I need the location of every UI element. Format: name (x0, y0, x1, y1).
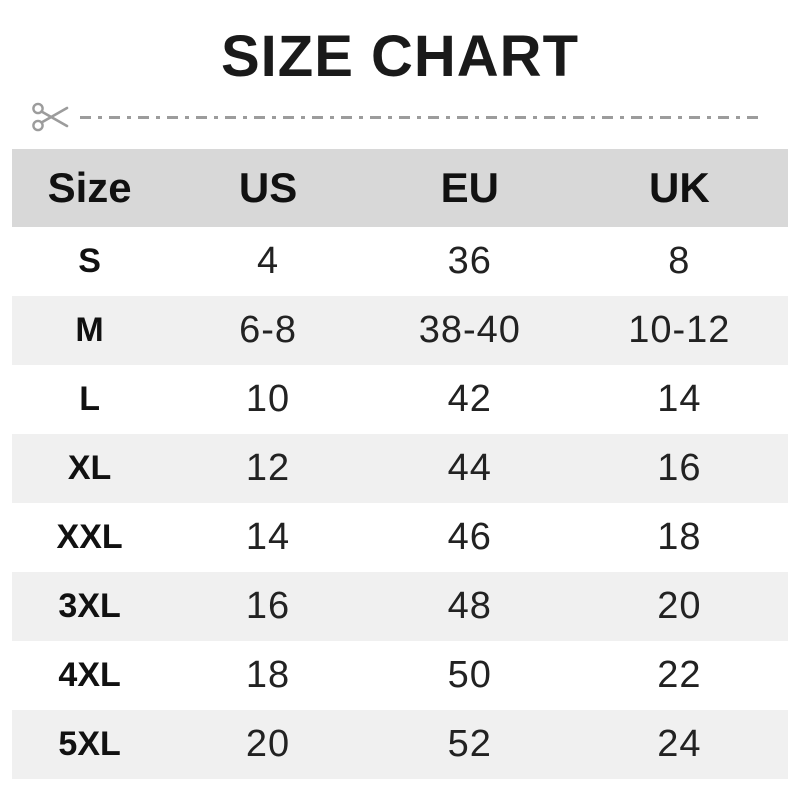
scissors-icon (30, 99, 72, 135)
us-value: 4 (256, 240, 280, 282)
size-label: 4XL (58, 656, 121, 694)
eu-value: 36 (447, 240, 492, 282)
cut-line (30, 98, 764, 136)
eu-value: 38-40 (418, 309, 521, 351)
uk-value: 8 (668, 240, 691, 282)
size-label: XL (67, 449, 112, 487)
dashed-cut-line (80, 115, 764, 119)
table-row: L 10 42 14 (12, 365, 788, 434)
size-label: 5XL (58, 725, 121, 763)
col-header-us: US (238, 164, 298, 211)
eu-value: 48 (447, 585, 492, 627)
size-label: S (78, 242, 101, 280)
size-label: L (79, 380, 100, 418)
us-value: 18 (245, 654, 291, 696)
eu-value: 50 (447, 654, 492, 696)
page-title: SIZE CHART (221, 24, 579, 89)
uk-value: 18 (657, 516, 702, 558)
table-row: 3XL 16 48 20 (12, 572, 788, 641)
eu-value: 52 (447, 723, 492, 765)
eu-value: 46 (447, 516, 492, 558)
uk-value: 24 (657, 723, 702, 765)
size-label: XXL (56, 518, 123, 556)
eu-value: 42 (447, 378, 492, 420)
col-header-uk: UK (649, 164, 710, 211)
us-value: 12 (245, 447, 291, 489)
col-header-eu: EU (440, 164, 499, 211)
table-row: 5XL 20 52 24 (12, 710, 788, 779)
table-row: M 6-8 38-40 10-12 (12, 296, 788, 365)
us-value: 14 (245, 516, 291, 558)
table-header-row: Size US EU UK (12, 149, 788, 227)
uk-value: 22 (657, 654, 702, 696)
table-row: XL 12 44 16 (12, 434, 788, 503)
eu-value: 44 (447, 447, 492, 489)
uk-value: 16 (657, 447, 702, 489)
size-label: 3XL (58, 587, 121, 625)
uk-value: 14 (657, 378, 702, 420)
uk-value: 20 (657, 585, 702, 627)
uk-value: 10-12 (628, 309, 731, 351)
us-value: 16 (245, 585, 291, 627)
table-row: S 4 36 8 (12, 227, 788, 296)
col-header-size: Size (47, 164, 132, 211)
size-label: M (75, 311, 104, 349)
us-value: 20 (245, 723, 291, 765)
us-value: 10 (245, 378, 291, 420)
table-row: 4XL 18 50 22 (12, 641, 788, 710)
us-value: 6-8 (239, 309, 298, 351)
size-chart-table: Size US EU UK S 4 36 8 M 6-8 38-40 10-12… (12, 149, 788, 779)
table-row: XXL 14 46 18 (12, 503, 788, 572)
